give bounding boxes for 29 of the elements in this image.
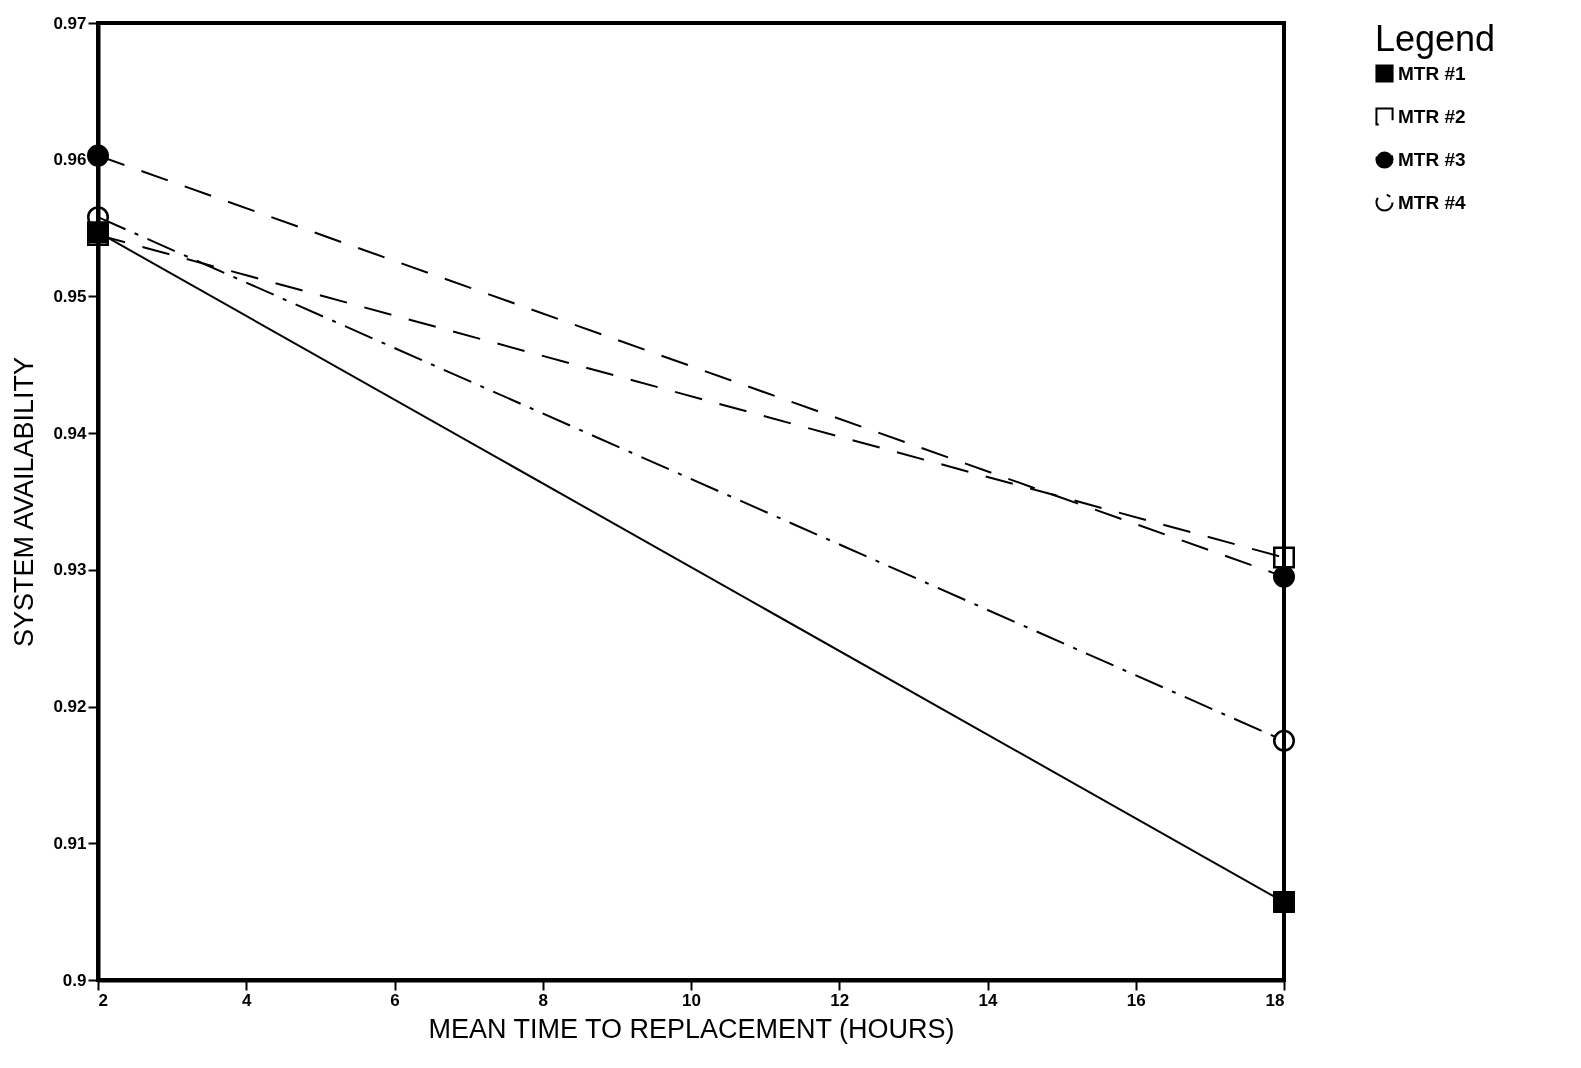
x-tick-label: 10 xyxy=(682,990,701,1010)
x-tick-label: 16 xyxy=(1126,990,1146,1010)
x-tick-label: 18 xyxy=(1265,990,1285,1010)
legend-label: MTR #3 xyxy=(1398,148,1466,170)
y-tick-label: 0.92 xyxy=(53,697,87,717)
legend-label: MTR #2 xyxy=(1398,105,1466,127)
x-tick-label: 4 xyxy=(242,990,253,1010)
point xyxy=(1273,729,1295,752)
y-tick-label: 0.93 xyxy=(53,560,87,580)
point xyxy=(1273,546,1295,569)
x-axis-title: MEAN TIME TO REPLACEMENT (HOURS) xyxy=(428,1013,955,1044)
point xyxy=(87,144,109,167)
x-tick-label: 14 xyxy=(978,990,998,1010)
y-axis-title: SYSTEM AVAILABILITY xyxy=(9,356,40,648)
legend-label: MTR #4 xyxy=(1398,191,1466,213)
y-tick-label: 0.9 xyxy=(62,970,87,990)
x-tick-label: 2 xyxy=(98,990,108,1010)
point xyxy=(1273,891,1295,914)
x-tick-label: 12 xyxy=(830,990,850,1010)
legend-title: Legend xyxy=(1375,18,1496,59)
y-tick-label: 0.95 xyxy=(53,286,87,306)
y-tick-label: 0.96 xyxy=(53,150,87,170)
y-tick-label: 0.97 xyxy=(53,13,87,33)
y-tick-label: 0.94 xyxy=(53,423,88,443)
legend-label: MTR #1 xyxy=(1398,62,1466,84)
x-tick-label: 6 xyxy=(390,990,400,1010)
point xyxy=(1273,565,1295,588)
x-tick-label: 8 xyxy=(538,990,548,1010)
y-tick-label: 0.91 xyxy=(53,833,87,853)
